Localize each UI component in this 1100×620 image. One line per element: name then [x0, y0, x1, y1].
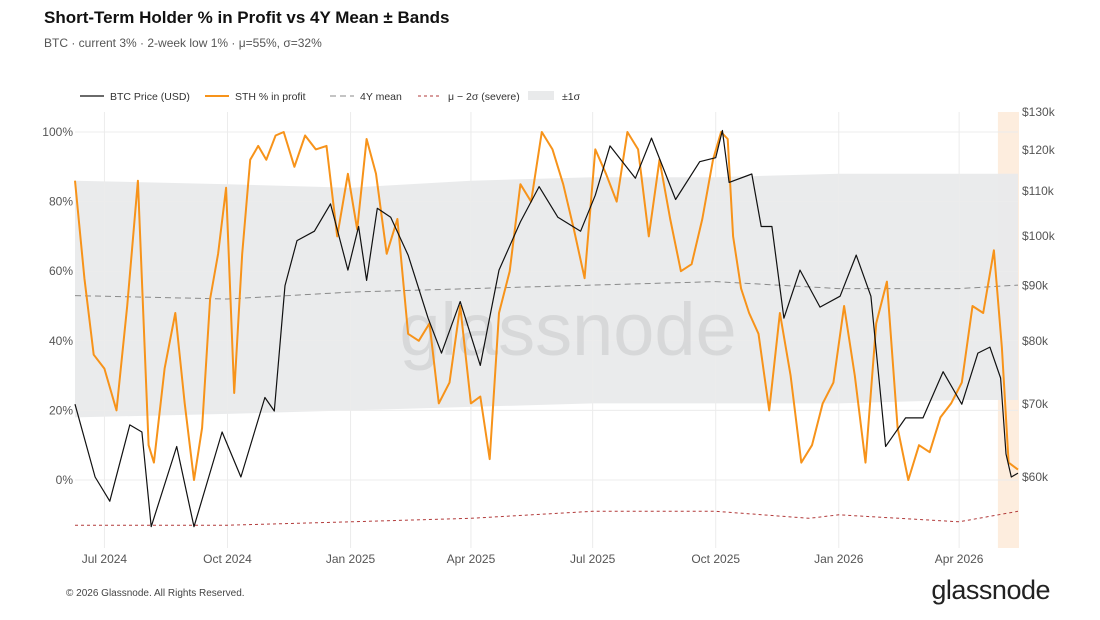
y-left-tick-label: 80%: [49, 195, 73, 209]
y-right-tick-label: $100k: [1022, 229, 1056, 243]
x-tick-label: Oct 2024: [203, 552, 252, 566]
y-right-tick-label: $60k: [1022, 470, 1049, 484]
y-left-tick-label: 100%: [42, 125, 73, 139]
y-left-tick-label: 0%: [56, 473, 74, 487]
severe-threshold-line: [75, 510, 1019, 526]
mean-line: [74, 281, 1019, 300]
tick-layer: Jul 2024 Oct 2024 Jan 2025 Apr 2025 Jul 2025…: [42, 105, 1055, 566]
legend-label: STH % in profit: [235, 91, 306, 103]
series-layer: [74, 129, 1019, 528]
chart-legend: BTC Price (USD) STH % in profit 4Y mean μ −…: [80, 91, 581, 103]
y-right-tick-label: $90k: [1022, 279, 1049, 293]
y-right-tick-label: $80k: [1022, 334, 1049, 348]
band-layer: [75, 173, 1018, 418]
x-tick-label: Jul 2024: [82, 552, 128, 566]
x-tick-label: Oct 2025: [691, 552, 740, 566]
brand-logo-text: glassnode: [931, 575, 1050, 605]
legend-label: BTC Price (USD): [110, 91, 190, 103]
chart-title: Short-Term Holder % in Profit vs 4Y Mean…: [44, 8, 450, 27]
x-tick-label: Jul 2025: [570, 552, 616, 566]
copyright-text: © 2026 Glassnode. All Rights Reserved.: [66, 588, 245, 599]
y-right-tick-label: $110k: [1022, 184, 1055, 198]
y-right-tick-label: $70k: [1022, 397, 1049, 411]
legend-label: 4Y mean: [360, 91, 402, 103]
x-tick-label: Jan 2025: [326, 552, 376, 566]
grid-layer: [75, 112, 1018, 548]
sigma-band: [75, 173, 1018, 418]
btc-price-line: [74, 129, 1019, 528]
y-left-tick-label: 60%: [49, 264, 73, 278]
x-tick-label: Apr 2026: [935, 552, 984, 566]
sth-profit-line: [74, 131, 1019, 481]
legend-swatch-band: [528, 91, 554, 100]
x-tick-label: Jan 2026: [814, 552, 864, 566]
chart-subtitle: BTC · current 3% · 2-week low 1% · μ=55%…: [44, 36, 322, 50]
watermark-text: glassnode: [399, 288, 736, 371]
y-left-tick-label: 40%: [49, 334, 73, 348]
y-left-tick-label: 20%: [49, 403, 73, 417]
y-right-tick-label: $120k: [1022, 143, 1056, 157]
legend-label: μ − 2σ (severe): [448, 91, 520, 103]
legend-label: ±1σ: [562, 91, 581, 103]
x-tick-label: Apr 2025: [447, 552, 496, 566]
y-right-tick-label: $130k: [1022, 105, 1056, 119]
